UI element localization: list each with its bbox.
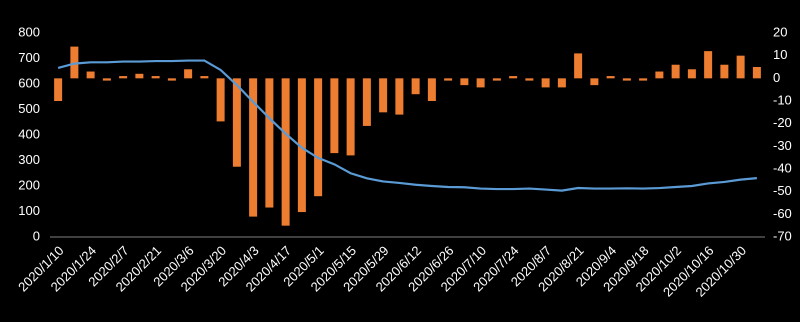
y2-tick-label: 20 <box>773 24 787 39</box>
bar <box>216 78 225 122</box>
bar <box>102 78 111 81</box>
bar <box>362 78 371 126</box>
bar <box>54 78 63 101</box>
bar <box>574 53 583 79</box>
bar <box>184 69 193 79</box>
bar <box>330 78 339 154</box>
bar <box>606 76 615 79</box>
y2-tick-label: -50 <box>773 183 792 198</box>
y-tick-label: 100 <box>18 203 40 218</box>
y-tick-label: 400 <box>18 126 40 141</box>
y2-tick-label: -20 <box>773 115 792 130</box>
bar <box>135 73 144 79</box>
y-tick-label: 800 <box>18 24 40 39</box>
y-tick-label: 600 <box>18 75 40 90</box>
bar <box>281 78 290 226</box>
bar <box>232 78 241 167</box>
bar <box>167 78 176 81</box>
bar <box>639 78 648 81</box>
bar <box>200 76 209 79</box>
bar <box>395 78 404 115</box>
y-tick-label: 0 <box>33 228 40 243</box>
y-tick-label: 300 <box>18 152 40 167</box>
y2-tick-label: 10 <box>773 47 787 62</box>
bar <box>655 71 664 79</box>
bar <box>720 64 729 79</box>
bar <box>476 78 485 88</box>
line <box>57 59 757 192</box>
bar <box>622 78 631 81</box>
y2-tick-label: -70 <box>773 228 792 243</box>
bar <box>687 69 696 79</box>
y2-tick-label: -30 <box>773 138 792 153</box>
bar <box>314 78 323 197</box>
bar <box>297 78 306 213</box>
bar <box>86 71 95 79</box>
bar <box>460 78 469 86</box>
bar <box>411 78 420 95</box>
bar <box>736 55 745 79</box>
bar <box>704 51 713 79</box>
bar <box>346 78 355 156</box>
bar <box>525 78 534 81</box>
bar <box>265 78 274 208</box>
bar <box>509 76 518 79</box>
y-tick-label: 500 <box>18 101 40 116</box>
y2-tick-label: 0 <box>773 70 780 85</box>
bar <box>249 78 258 217</box>
bar <box>379 78 388 113</box>
bar <box>444 78 453 81</box>
y-tick-label: 700 <box>18 50 40 65</box>
bar <box>590 78 599 86</box>
bar <box>427 78 436 101</box>
bar <box>119 76 128 79</box>
bar <box>557 78 566 88</box>
bar <box>492 78 501 81</box>
y2-tick-label: -40 <box>773 160 792 175</box>
bar <box>671 64 680 79</box>
bar <box>541 78 550 88</box>
bar <box>70 46 79 79</box>
y2-tick-label: -10 <box>773 92 792 107</box>
bar <box>752 67 761 79</box>
y2-tick-label: -60 <box>773 206 792 221</box>
y-tick-label: 200 <box>18 177 40 192</box>
bar <box>151 76 160 79</box>
